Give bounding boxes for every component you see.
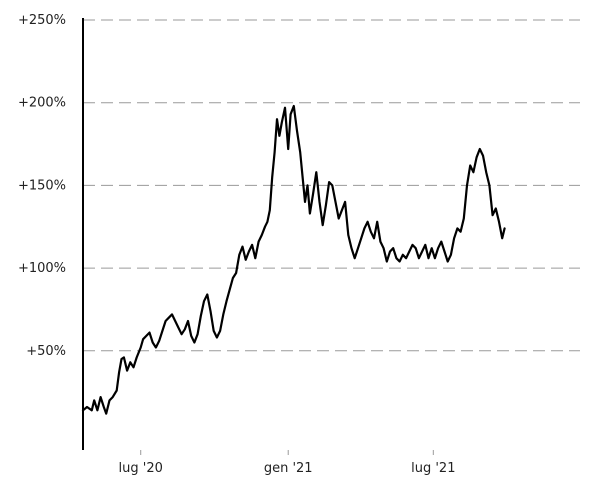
y-tick-label: +200% bbox=[18, 96, 66, 111]
x-axis-ticks: lug '20 gen '21 lug '21 bbox=[119, 450, 455, 476]
y-tick-label: +150% bbox=[18, 178, 66, 193]
series-line bbox=[81, 104, 506, 415]
x-tick-label: lug '20 bbox=[119, 461, 163, 476]
y-tick-label: +50% bbox=[26, 344, 66, 359]
y-axis-tick-labels: +50% +100% +150% +200% +250% bbox=[18, 13, 66, 359]
grid-lines bbox=[83, 19, 580, 352]
x-tick-label: lug '21 bbox=[411, 461, 455, 476]
x-tick-label: gen '21 bbox=[264, 461, 313, 476]
y-tick-label: +100% bbox=[18, 261, 66, 276]
y-tick-label: +250% bbox=[18, 13, 66, 28]
